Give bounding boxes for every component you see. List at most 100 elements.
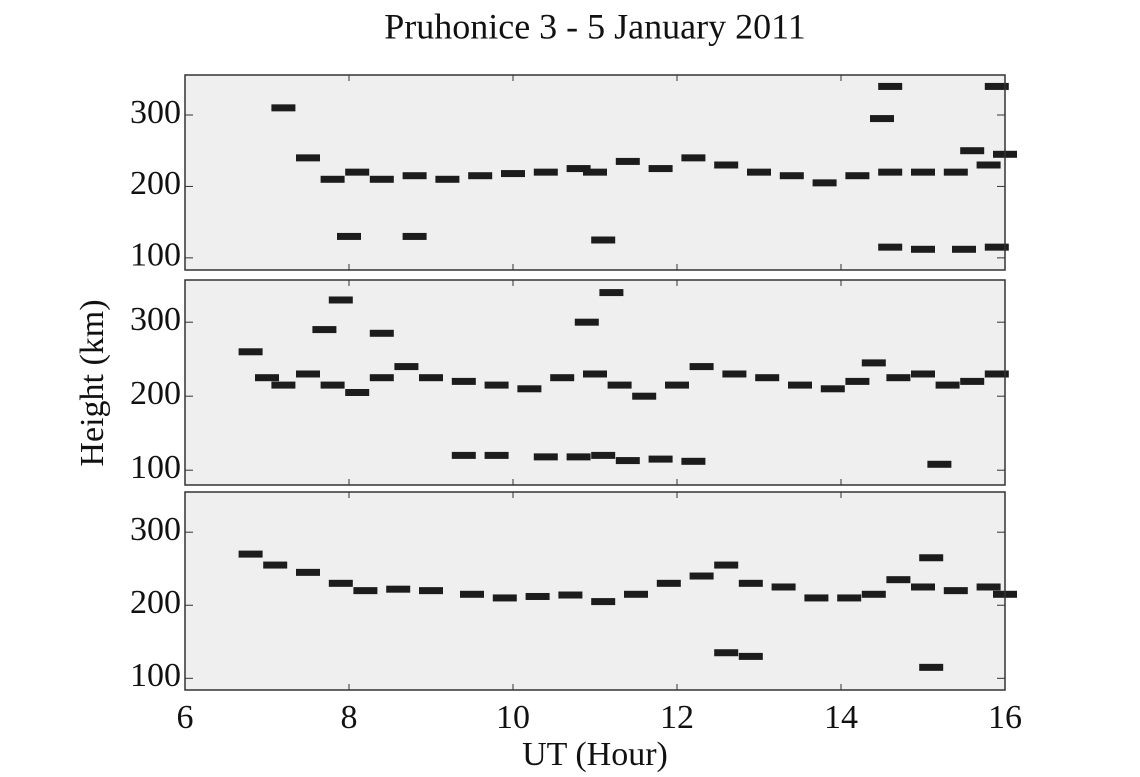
y-axis-label: Height (km) <box>74 299 111 466</box>
y-tick-label: 200 <box>130 165 181 202</box>
panel-frame <box>184 279 1006 486</box>
echo-point <box>238 550 263 558</box>
y-tick-label: 100 <box>130 237 181 274</box>
x-tick-label: 12 <box>660 699 694 736</box>
echo-point <box>779 172 804 180</box>
echo-point <box>911 168 935 176</box>
echo-point <box>747 168 771 176</box>
x-tick-label: 16 <box>988 699 1022 736</box>
echo-point <box>369 329 394 337</box>
echo-point <box>665 381 689 389</box>
echo-point <box>419 374 443 382</box>
echo-point <box>271 104 296 112</box>
echo-point <box>320 175 345 183</box>
echo-point <box>820 385 845 393</box>
echo-point <box>689 572 714 580</box>
echo-point <box>935 381 960 389</box>
x-tick-label: 6 <box>177 699 194 736</box>
y-tick-label: 100 <box>130 657 181 694</box>
echo-point <box>886 374 911 382</box>
echo-point <box>788 381 812 389</box>
echo-point <box>369 374 394 382</box>
echo-point <box>386 585 411 593</box>
echo-point <box>484 451 509 459</box>
echo-point <box>714 649 739 657</box>
echo-point <box>501 170 525 178</box>
echo-point <box>328 296 353 304</box>
y-tick-label: 300 <box>130 511 181 548</box>
echo-point <box>566 165 591 173</box>
echo-point <box>296 568 320 576</box>
echo-point <box>689 363 714 371</box>
echo-point <box>402 172 427 180</box>
echo-point <box>566 453 591 461</box>
echo-point <box>419 587 443 595</box>
echo-point <box>952 245 976 253</box>
echo-point <box>345 388 370 396</box>
echo-point <box>943 168 968 176</box>
echo-point <box>984 370 1009 378</box>
echo-point <box>648 455 673 463</box>
echo-point <box>886 576 911 584</box>
panel-frame <box>184 491 1006 691</box>
echo-point <box>919 663 944 671</box>
echo-point <box>525 592 550 600</box>
echo-point <box>591 236 616 244</box>
echo-point <box>255 374 279 382</box>
echo-point <box>911 370 935 378</box>
echo-point <box>615 457 640 465</box>
echo-point <box>632 392 657 400</box>
echo-point <box>976 161 1001 169</box>
echo-point <box>984 243 1009 251</box>
echo-point <box>550 374 575 382</box>
echo-point <box>451 377 476 385</box>
chart-title: Pruhonice 3 - 5 January 2011 <box>384 6 806 46</box>
echo-point <box>591 598 616 606</box>
echo-point <box>722 370 747 378</box>
y-tick-label: 200 <box>130 584 181 621</box>
echo-point <box>845 377 870 385</box>
echo-point <box>771 583 796 591</box>
echo-point <box>812 179 837 187</box>
echo-point <box>878 82 903 90</box>
echo-point <box>845 172 870 180</box>
echo-point <box>583 370 607 378</box>
echo-point <box>943 587 968 595</box>
echo-point <box>320 381 345 389</box>
echo-point <box>263 561 288 569</box>
echo-point <box>583 168 607 176</box>
echo-point <box>484 381 509 389</box>
x-tick-label: 14 <box>824 699 858 736</box>
echo-point <box>468 172 493 180</box>
echo-point <box>624 590 648 598</box>
echo-point <box>615 157 640 165</box>
echo-point <box>394 363 419 371</box>
x-tick-label: 10 <box>496 699 530 736</box>
echo-point <box>451 451 476 459</box>
echo-point <box>960 147 985 155</box>
echo-point <box>533 168 558 176</box>
echo-point <box>599 289 624 297</box>
echo-point <box>345 168 370 176</box>
echo-point <box>328 579 353 587</box>
x-axis-label: UT (Hour) <box>522 736 668 773</box>
echo-point <box>861 590 886 598</box>
echo-point <box>460 590 484 598</box>
echo-point <box>960 377 985 385</box>
y-tick-label: 300 <box>130 301 181 338</box>
echo-point <box>804 594 829 602</box>
echo-point <box>591 451 616 459</box>
y-tick-label: 300 <box>130 94 181 131</box>
echo-point <box>681 457 706 465</box>
echo-point <box>911 583 935 591</box>
echo-point <box>517 385 542 393</box>
echo-point <box>607 381 632 389</box>
echo-point <box>714 161 739 169</box>
echo-point <box>927 460 952 468</box>
echo-point <box>911 245 935 253</box>
echo-point <box>533 453 558 461</box>
echo-point <box>714 561 739 569</box>
echo-point <box>312 326 337 334</box>
echo-point <box>738 652 763 660</box>
